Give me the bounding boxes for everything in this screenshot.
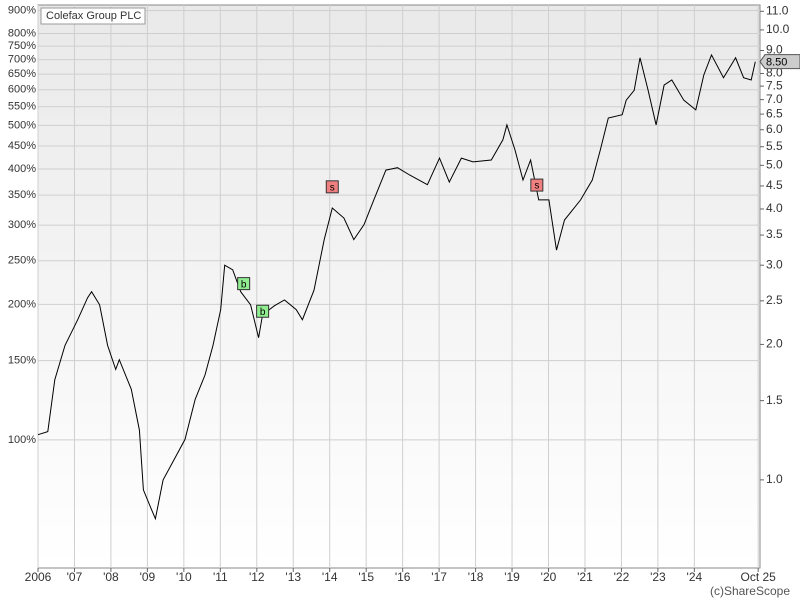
y2-tick-label: 600% (8, 84, 36, 96)
credit: (c)ShareScope (710, 584, 790, 598)
y2-tick-label: 100% (8, 434, 36, 446)
y2-tick-label: 800% (8, 27, 36, 39)
title-box (40, 7, 146, 25)
x-tick-label: '08 (103, 570, 119, 584)
x-tick-label: '23 (650, 570, 666, 584)
y-tick-label: 9.0 (766, 43, 783, 57)
x-tick-label: '12 (249, 570, 265, 584)
y-tick-label: 8.0 (766, 66, 783, 80)
y2-tick-label: 650% (8, 68, 36, 80)
x-tick-label: '16 (395, 570, 411, 584)
y-tick-label: 2.5 (766, 293, 783, 307)
y-tick-label: 4.0 (766, 201, 783, 215)
y-tick-label: 6.5 (766, 106, 783, 120)
y-tick-label: 4.5 (766, 178, 783, 192)
y2-tick-label: 500% (8, 119, 36, 131)
x-tick-label: '22 (614, 570, 630, 584)
x-tick-label: Oct 25 (740, 570, 776, 584)
y-tick-label: 7.5 (766, 78, 783, 92)
trade-marker (325, 180, 339, 194)
trade-label: b (241, 279, 247, 290)
y2-tick-label: 250% (8, 255, 36, 267)
x-tick-label: 2006 (25, 570, 52, 584)
y-tick-label: 1.0 (766, 472, 783, 486)
y-tick-label: 10.0 (766, 22, 790, 36)
trade-label: s (534, 181, 539, 192)
y2-tick-label: 400% (8, 163, 36, 175)
x-tick-label: '24 (687, 570, 703, 584)
chart-title: Colefax Group PLC (46, 10, 141, 22)
y-tick-label: 5.5 (766, 139, 783, 153)
x-tick-label: '17 (431, 570, 447, 584)
y2-tick-label: 150% (8, 355, 36, 367)
trade-marker (530, 178, 544, 192)
y2-tick-label: 450% (8, 140, 36, 152)
trade-marker (237, 277, 251, 291)
y-tick-label: 6.0 (766, 122, 783, 136)
trade-label: s (330, 182, 335, 193)
y-tick-label: 5.0 (766, 158, 783, 172)
y-tick-label: 11.0 (766, 3, 789, 17)
last-price-label: 8.50 (766, 57, 787, 69)
y2-tick-label: 200% (8, 298, 36, 310)
x-tick-label: '11 (213, 570, 228, 584)
last-price-tag (759, 54, 800, 70)
y2-tick-label: 700% (8, 54, 36, 66)
x-tick-label: '14 (322, 570, 338, 584)
y2-tick-label: 550% (8, 101, 36, 113)
y-tick-label: 3.0 (766, 257, 783, 271)
trade-marker (256, 304, 270, 318)
y-tick-label: 1.5 (766, 393, 783, 407)
y2-tick-label: 900% (8, 4, 36, 16)
x-tick-label: '20 (541, 570, 557, 584)
plot-area (37, 4, 761, 569)
y2-tick-label: 350% (8, 189, 36, 201)
y2-tick-label: 750% (8, 40, 36, 52)
x-tick-label: '18 (468, 570, 484, 584)
y-tick-label: 7.0 (766, 92, 783, 106)
x-tick-label: '07 (67, 570, 83, 584)
y-tick-label: 2.0 (766, 337, 783, 351)
y-tick-label: 3.5 (766, 227, 783, 241)
x-tick-label: '19 (504, 570, 520, 584)
x-tick-label: '21 (577, 570, 593, 584)
x-tick-label: '09 (140, 570, 156, 584)
x-tick-label: '13 (285, 570, 301, 584)
price-line (37, 53, 756, 521)
trade-label: b (260, 307, 266, 318)
y2-tick-label: 300% (8, 219, 36, 231)
x-tick-label: '15 (358, 570, 374, 584)
x-tick-label: '10 (176, 570, 192, 584)
